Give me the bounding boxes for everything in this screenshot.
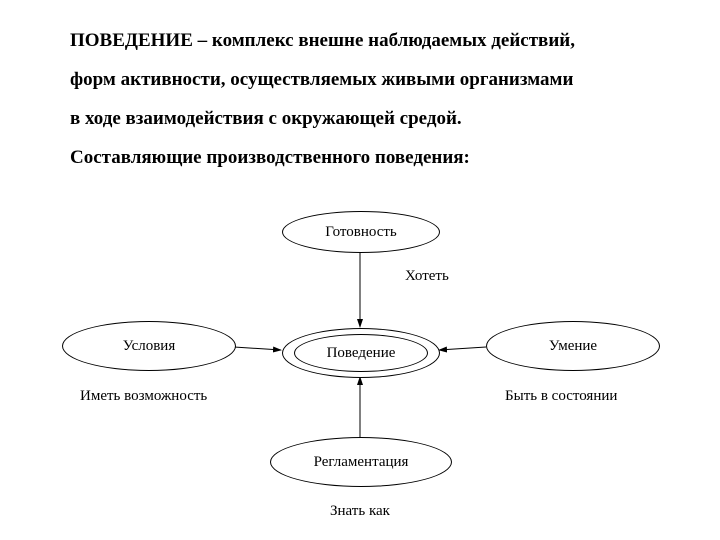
node-conditions-label: Условия bbox=[123, 338, 175, 355]
edge-label-have-ability: Иметь возможность bbox=[80, 388, 207, 405]
behavior-diagram: Готовность Поведение Условия Умение Регл… bbox=[0, 0, 720, 540]
node-behavior-label: Поведение bbox=[327, 345, 396, 362]
node-skill-label: Умение bbox=[549, 338, 597, 355]
edge-label-be-able: Быть в состоянии bbox=[505, 388, 617, 405]
node-readiness-label: Готовность bbox=[325, 224, 397, 241]
edge-label-be-able-text: Быть в состоянии bbox=[505, 388, 617, 404]
edge-label-know-how: Знать как bbox=[330, 503, 390, 520]
edge-label-have-ability-text: Иметь возможность bbox=[80, 388, 207, 404]
node-conditions: Условия bbox=[62, 321, 236, 371]
node-regulation: Регламентация bbox=[270, 437, 452, 487]
node-skill: Умение bbox=[486, 321, 660, 371]
edge-label-want: Хотеть bbox=[405, 268, 449, 285]
node-regulation-label: Регламентация bbox=[314, 454, 409, 471]
node-readiness: Готовность bbox=[282, 211, 440, 253]
edge-label-want-text: Хотеть bbox=[405, 268, 449, 284]
edge-label-know-how-text: Знать как bbox=[330, 503, 390, 519]
node-behavior: Поведение bbox=[294, 334, 428, 372]
